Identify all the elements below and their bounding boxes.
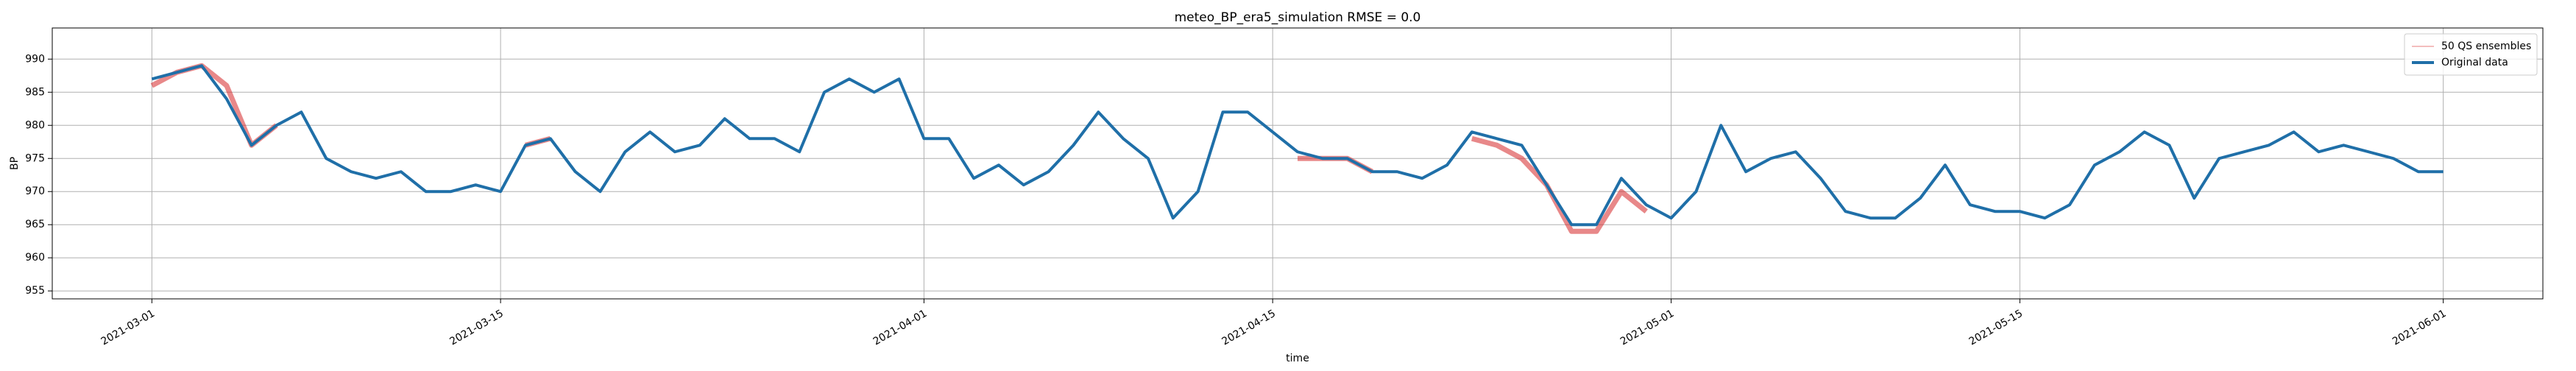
y-tick-label: 965	[25, 219, 45, 230]
y-tick-label: 990	[25, 53, 45, 65]
y-tick-label: 955	[25, 285, 45, 297]
x-tick-label: 2021-04-01	[871, 308, 929, 348]
plot-frame	[52, 27, 2544, 300]
x-tick-label: 2021-06-01	[2391, 308, 2448, 348]
legend-label: Original data	[2441, 57, 2508, 68]
chart-title: meteo_BP_era5_simulation RMSE = 0.0	[1175, 10, 1421, 25]
y-tick-label: 970	[25, 186, 45, 197]
y-tick-label: 980	[25, 119, 45, 131]
series-line	[1471, 135, 1648, 234]
y-tick-label: 960	[25, 252, 45, 264]
x-tick-label: 2021-03-01	[99, 308, 157, 348]
x-axis-label: time	[1286, 353, 1309, 364]
y-tick-label: 985	[25, 86, 45, 98]
series-line	[150, 63, 278, 148]
x-tick-label: 2021-05-15	[1967, 308, 2025, 348]
y-tick-label: 975	[25, 152, 45, 164]
x-tick-label: 2021-03-15	[447, 308, 505, 348]
y-axis-label: BP	[9, 157, 21, 170]
legend-label: 50 QS ensembles	[2441, 40, 2531, 52]
series-line	[151, 64, 2444, 227]
x-tick-label: 2021-05-01	[1618, 308, 1676, 348]
x-tick-label: 2021-04-15	[1220, 308, 1277, 348]
legend-box	[2404, 33, 2538, 76]
